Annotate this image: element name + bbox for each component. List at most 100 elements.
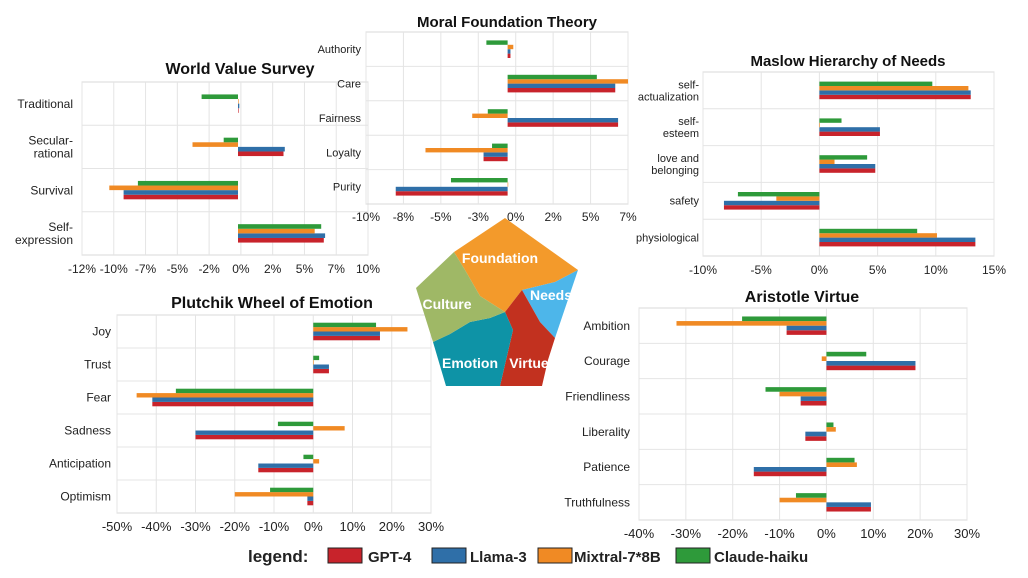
bar-llama-3 xyxy=(395,186,508,192)
bar-mixtral-7-8b xyxy=(238,99,239,104)
x-tick-label: -10% xyxy=(100,262,128,276)
bar-claude-haiku xyxy=(450,178,508,183)
category-label: Fairness xyxy=(319,113,362,125)
category-label: physiological xyxy=(636,232,699,244)
category-label: Authority xyxy=(318,44,362,56)
bar-claude-haiku xyxy=(201,94,238,100)
legend-swatch-gpt4 xyxy=(327,547,363,564)
bar-claude-haiku xyxy=(492,143,508,148)
center-pentagon: Foundation Needs Virtue Emotion Culture xyxy=(416,218,578,386)
bar-gpt-4 xyxy=(826,506,871,512)
x-tick-label: 5% xyxy=(296,262,314,276)
chart-title: Aristotle Virtue xyxy=(745,289,860,306)
bar-gpt-4 xyxy=(152,401,314,407)
category-label: Joy xyxy=(92,325,111,339)
category-label: Fear xyxy=(86,391,111,405)
bar-gpt-4 xyxy=(753,471,827,477)
bar-claude-haiku xyxy=(238,224,322,229)
x-tick-label: 2% xyxy=(264,262,282,276)
category-label: Patience xyxy=(583,460,630,474)
bar-mixtral-7-8b xyxy=(826,462,857,467)
bar-gpt-4 xyxy=(819,168,876,173)
bar-llama-3 xyxy=(786,325,827,331)
legend: legend: GPT-4 Llama-3 Mixtral-7*8B Claud… xyxy=(248,547,808,566)
bar-gpt-4 xyxy=(238,151,284,157)
bar-mixtral-7-8b xyxy=(819,122,820,128)
pentagon-segment-needs xyxy=(522,270,578,338)
bar-gpt-4 xyxy=(507,53,511,58)
category-label: expression xyxy=(15,233,73,247)
bar-claude-haiku xyxy=(486,40,508,45)
bar-claude-haiku xyxy=(819,155,868,160)
legend-label-llama3: Llama-3 xyxy=(470,549,527,566)
bar-claude-haiku xyxy=(137,180,238,186)
bar-llama-3 xyxy=(507,49,511,54)
bar-llama-3 xyxy=(313,364,329,369)
x-tick-label: 30% xyxy=(418,519,444,534)
category-label: esteem xyxy=(663,128,699,140)
x-tick-label: -40% xyxy=(624,526,655,541)
chart-wvs: -12% -10% -7% -5% -2% 0% 2% 5% 7% 10% World Value … xyxy=(15,61,380,276)
bar-claude-haiku xyxy=(175,388,314,394)
bar-gpt-4 xyxy=(819,131,880,136)
legend-title: legend: xyxy=(248,547,308,566)
category-label: Purity xyxy=(333,182,362,194)
x-tick-label: -30% xyxy=(671,526,702,541)
bar-llama-3 xyxy=(507,83,616,88)
x-tick-label: -40% xyxy=(141,519,172,534)
x-tick-label: 0% xyxy=(507,210,525,224)
x-tick-label: 0% xyxy=(817,526,836,541)
category-label: love and xyxy=(657,153,699,165)
bar-claude-haiku xyxy=(277,421,314,427)
x-tick-label: -8% xyxy=(393,210,415,224)
legend-label-claude: Claude-haiku xyxy=(714,549,808,566)
chart-title: Maslow Hierarchy of Needs xyxy=(750,53,945,70)
chart-mft: -10% -8% -5% -3% 0% 2% 5% 7% Moral Foundation Th… xyxy=(318,14,637,224)
bar-llama-3 xyxy=(826,361,916,366)
category-label: Loyalty xyxy=(326,147,361,159)
bar-llama-3 xyxy=(313,331,380,336)
x-tick-label: 30% xyxy=(954,526,980,541)
bar-llama-3 xyxy=(507,118,619,123)
x-tick-label: 0% xyxy=(304,519,323,534)
bar-mixtral-7-8b xyxy=(507,44,514,50)
bar-claude-haiku xyxy=(737,192,820,197)
bar-llama-3 xyxy=(483,152,508,157)
bar-gpt-4 xyxy=(313,368,329,374)
category-label: Courage xyxy=(584,354,630,368)
x-tick-label: -10% xyxy=(689,263,717,277)
bar-mixtral-7-8b xyxy=(425,148,508,153)
pentagon-label-foundation: Foundation xyxy=(462,250,538,266)
bar-mixtral-7-8b xyxy=(779,497,827,503)
bar-gpt-4 xyxy=(483,156,508,162)
bar-mixtral-7-8b xyxy=(507,182,509,187)
bar-llama-3 xyxy=(819,164,876,169)
legend-swatch-mixtral xyxy=(537,547,573,564)
bar-gpt-4 xyxy=(307,500,314,506)
chart-maslow: -10% -5% 0% 5% 10% 15% Maslow Hierarchy of Nee… xyxy=(636,53,1006,277)
x-tick-label: 10% xyxy=(356,262,380,276)
pentagon-label-needs: Needs xyxy=(530,287,572,303)
bar-claude-haiku xyxy=(765,387,827,392)
bar-gpt-4 xyxy=(395,191,508,196)
bar-mixtral-7-8b xyxy=(136,393,314,398)
category-label: Self- xyxy=(48,220,73,234)
x-tick-label: -10% xyxy=(352,210,380,224)
bar-gpt-4 xyxy=(195,434,314,440)
bar-gpt-4 xyxy=(238,237,324,243)
bar-llama-3 xyxy=(800,396,827,401)
bar-claude-haiku xyxy=(826,351,867,357)
x-tick-label: 10% xyxy=(339,519,365,534)
bar-mixtral-7-8b xyxy=(234,492,314,497)
category-label: Optimism xyxy=(60,490,111,504)
x-tick-label: -20% xyxy=(718,526,749,541)
category-label: belonging xyxy=(651,165,699,177)
x-tick-label: -20% xyxy=(220,519,251,534)
charts-layer: -12% -10% -7% -5% -2% 0% 2% 5% 7% 10% World Value … xyxy=(15,14,1006,541)
pentagon-segment-emotion xyxy=(433,312,513,386)
x-tick-label: 7% xyxy=(328,262,346,276)
bar-claude-haiku xyxy=(826,422,834,428)
bar-mixtral-7-8b xyxy=(676,321,827,326)
category-label: Traditional xyxy=(17,97,73,111)
